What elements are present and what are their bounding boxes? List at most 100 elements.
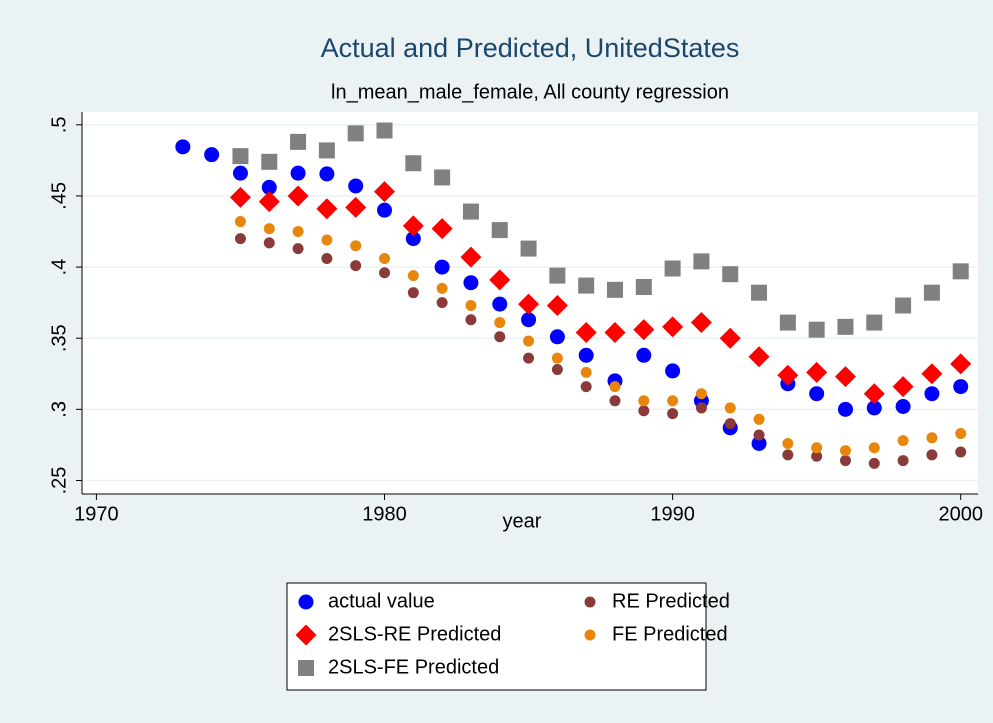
point: [434, 169, 451, 186]
point: [491, 222, 508, 239]
point: [492, 296, 508, 312]
point: [923, 284, 940, 301]
x-axis-label: year: [503, 510, 542, 532]
point: [263, 237, 275, 249]
point: [292, 243, 304, 255]
point: [494, 317, 506, 329]
point: [638, 405, 650, 417]
point: [748, 346, 770, 368]
point: [374, 181, 396, 203]
point: [523, 352, 535, 364]
point: [204, 147, 220, 163]
point: [950, 353, 972, 375]
point: [436, 282, 448, 294]
point: [520, 240, 537, 257]
point: [551, 352, 563, 364]
point: [811, 450, 823, 462]
point: [695, 402, 707, 414]
point: [232, 148, 249, 165]
point: [348, 178, 364, 194]
point: [549, 267, 566, 284]
point: [518, 293, 540, 315]
point: [866, 400, 882, 416]
point: [407, 270, 419, 282]
point: [695, 388, 707, 400]
y-tick-label: .3: [48, 401, 70, 418]
point: [489, 269, 511, 291]
point: [635, 278, 652, 295]
point: [402, 215, 424, 237]
point: [436, 297, 448, 309]
y-tick-label: .5: [48, 116, 70, 133]
point: [345, 196, 367, 218]
point: [693, 253, 710, 270]
point: [690, 312, 712, 334]
chart-subtitle: ln_mean_male_female, All county regressi…: [331, 81, 729, 103]
point: [376, 122, 393, 139]
point: [350, 240, 362, 252]
point: [724, 418, 736, 430]
point: [604, 322, 626, 344]
point: [953, 379, 969, 395]
point: [551, 364, 563, 376]
point: [578, 277, 595, 294]
point: [633, 319, 655, 341]
point: [751, 435, 767, 451]
point: [347, 125, 364, 142]
point: [290, 133, 307, 150]
point: [379, 253, 391, 265]
point: [667, 395, 679, 407]
point: [580, 381, 592, 393]
point: [318, 142, 335, 159]
point: [321, 253, 333, 265]
y-tick-label: .45: [48, 182, 70, 210]
point: [465, 299, 477, 311]
point: [751, 284, 768, 301]
point: [863, 383, 885, 405]
point: [722, 266, 739, 283]
point: [806, 361, 828, 383]
point: [638, 395, 650, 407]
y-tick-label: .35: [48, 324, 70, 352]
point: [753, 429, 765, 441]
legend-label: FE Predicted: [612, 623, 728, 645]
point: [546, 294, 568, 316]
point: [521, 312, 537, 328]
chart-title: Actual and Predicted, UnitedStates: [321, 33, 740, 63]
point: [463, 275, 479, 291]
point: [924, 386, 940, 402]
y-tick-label: .25: [48, 467, 70, 495]
point: [321, 234, 333, 246]
point: [292, 226, 304, 238]
x-tick-label: 1990: [650, 503, 695, 525]
point: [926, 449, 938, 461]
point: [350, 260, 362, 272]
point: [319, 166, 335, 182]
point: [895, 399, 911, 415]
point: [407, 287, 419, 299]
y-tick-label: .4: [48, 259, 70, 276]
point: [287, 185, 309, 207]
point: [636, 347, 652, 363]
point: [606, 281, 623, 298]
point: [837, 401, 853, 417]
x-tick-label: 2000: [938, 503, 983, 525]
point: [434, 259, 450, 275]
point: [549, 329, 565, 345]
point: [263, 223, 275, 235]
point: [523, 335, 535, 347]
point: [580, 366, 592, 378]
point: [431, 218, 453, 240]
point: [779, 314, 796, 331]
point: [261, 153, 278, 170]
point: [460, 246, 482, 268]
point: [667, 408, 679, 420]
point: [261, 179, 277, 195]
point: [895, 297, 912, 314]
legend-label: 2SLS-RE Predicted: [328, 623, 501, 645]
point: [258, 191, 280, 213]
point: [724, 402, 736, 414]
point: [664, 260, 681, 277]
point: [665, 363, 681, 379]
